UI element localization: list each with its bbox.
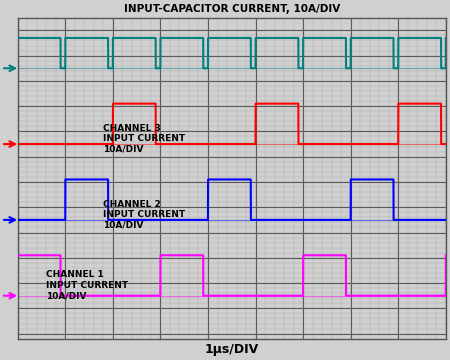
X-axis label: 1μs/DIV: 1μs/DIV [205,343,259,356]
Text: CHANNEL 2
INPUT CURRENT
10A/DIV: CHANNEL 2 INPUT CURRENT 10A/DIV [104,200,185,229]
Text: CHANNEL 3
INPUT CURRENT
10A/DIV: CHANNEL 3 INPUT CURRENT 10A/DIV [104,124,185,154]
Title: INPUT-CAPACITOR CURRENT, 10A/DIV: INPUT-CAPACITOR CURRENT, 10A/DIV [124,4,340,14]
Text: CHANNEL 1
INPUT CURRENT
10A/DIV: CHANNEL 1 INPUT CURRENT 10A/DIV [46,270,128,300]
